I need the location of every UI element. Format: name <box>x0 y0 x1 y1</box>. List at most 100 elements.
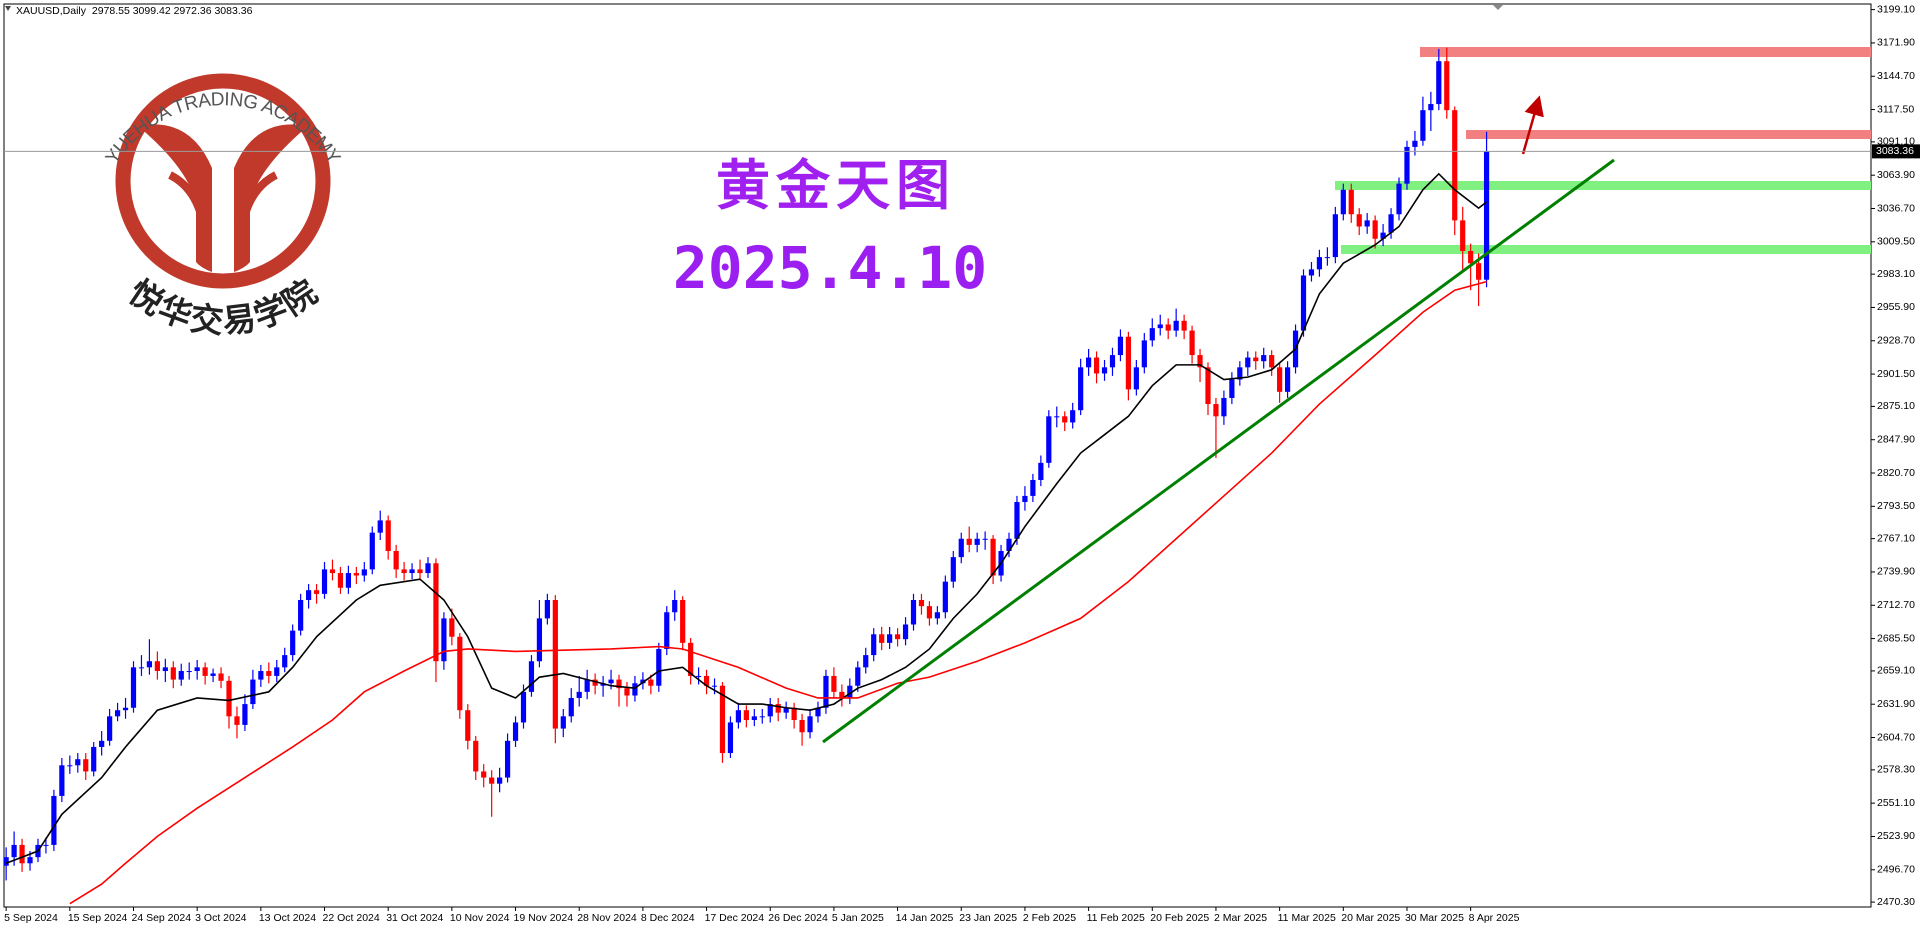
x-tick-label: 26 Dec 2024 <box>768 912 828 924</box>
y-tick-label: 2983.10 <box>1877 268 1915 280</box>
candle-body <box>536 618 543 662</box>
support-zone <box>1335 181 1871 190</box>
y-tick-label: 2578.30 <box>1877 764 1915 776</box>
candle-body <box>1316 257 1323 270</box>
candle-body <box>1197 355 1203 368</box>
candle-body <box>218 673 224 681</box>
candle-body <box>1372 220 1378 239</box>
candle-body <box>910 599 917 625</box>
candle-body <box>934 612 940 619</box>
candle-body <box>1054 416 1060 418</box>
candle-body <box>146 661 153 668</box>
candle-body <box>1269 355 1275 368</box>
y-tick-label: 2712.70 <box>1877 599 1915 611</box>
trend-line <box>822 158 1615 744</box>
candle-body <box>950 557 956 582</box>
candle-body <box>1006 538 1012 552</box>
x-tick-label: 5 Sep 2024 <box>4 912 58 924</box>
candle-body <box>473 740 479 772</box>
candle-body <box>433 563 439 662</box>
candle-body <box>783 707 789 713</box>
candle-body <box>1221 397 1227 417</box>
candle-body <box>1356 214 1362 227</box>
moving-average <box>69 280 1487 905</box>
candle-body <box>99 740 105 747</box>
candle-body <box>1476 263 1482 280</box>
header: XAUUSD,Daily 2978.55 3099.42 2972.36 308… <box>16 5 253 17</box>
candle-body <box>791 707 797 721</box>
y-tick-label: 2631.90 <box>1877 698 1915 710</box>
candle-body <box>170 667 176 680</box>
candle-body <box>465 710 471 741</box>
candle-body <box>11 844 17 858</box>
y-tick-label: 2739.90 <box>1877 566 1915 578</box>
candle-body <box>1428 104 1434 111</box>
candle-body <box>67 765 73 767</box>
candle-body <box>1117 336 1124 356</box>
y-tick-label: 2551.10 <box>1877 797 1915 809</box>
x-tick-label: 23 Jan 2025 <box>959 912 1017 924</box>
y-tick-label: 2604.70 <box>1877 731 1915 743</box>
y-tick-label: 2928.70 <box>1877 335 1915 347</box>
candle-body <box>775 704 781 713</box>
candle-body <box>1133 367 1139 390</box>
candle-body <box>154 661 160 672</box>
candle-body <box>107 716 113 741</box>
candle-body <box>489 777 495 784</box>
candle-body <box>1245 357 1251 368</box>
candle-body <box>298 599 304 631</box>
scroll-marker <box>1493 5 1503 10</box>
candle-body <box>576 691 582 698</box>
candle-body <box>592 679 598 686</box>
y-tick-label: 2955.90 <box>1877 301 1915 313</box>
candle-body <box>353 573 359 576</box>
candle-body <box>926 606 933 619</box>
candle-body <box>902 624 909 640</box>
candle-body <box>807 716 813 733</box>
candle-body <box>1030 479 1036 496</box>
last-price-box <box>1872 144 1920 159</box>
x-tick-label: 28 Nov 2024 <box>577 912 637 924</box>
header-icon <box>5 6 11 11</box>
candle-body <box>377 520 383 533</box>
candle-body <box>966 538 972 545</box>
candle-body <box>1038 462 1044 480</box>
y-tick-label: 2901.50 <box>1877 368 1915 380</box>
candle-body <box>114 710 121 717</box>
y-tick-label: 2685.50 <box>1877 632 1915 644</box>
candle-body <box>1078 367 1084 411</box>
candle-body <box>1046 416 1052 463</box>
candle-body <box>1189 330 1195 356</box>
candle-body <box>306 590 312 600</box>
resistance-zone <box>1466 130 1871 139</box>
x-tick-label: 19 Nov 2024 <box>514 912 574 924</box>
candle-body <box>481 771 487 778</box>
y-tick-label: 3199.10 <box>1877 3 1915 15</box>
candle-body <box>409 569 415 574</box>
candle-body <box>1332 214 1338 258</box>
candle-body <box>616 679 622 689</box>
x-tick-label: 11 Mar 2025 <box>1278 912 1336 924</box>
x-tick-label: 2 Mar 2025 <box>1214 912 1267 924</box>
candle-body <box>512 722 519 741</box>
candle-body <box>202 667 208 676</box>
candle-body <box>1444 61 1450 111</box>
candle-body <box>1014 502 1020 539</box>
candle-body <box>560 716 566 729</box>
candle-body <box>337 573 344 588</box>
x-tick-label: 2 Feb 2025 <box>1023 912 1076 924</box>
candle-body <box>974 538 980 545</box>
candle-body <box>393 551 399 570</box>
candle-body <box>568 697 574 717</box>
candle-body <box>1093 357 1100 374</box>
x-tick-label: 11 Feb 2025 <box>1087 912 1145 924</box>
candle-body <box>1284 367 1291 392</box>
candle-body <box>1300 275 1307 331</box>
y-tick-label: 2820.70 <box>1877 467 1915 479</box>
candle-body <box>918 599 925 607</box>
last-price-label: 3083.36 <box>1876 145 1914 157</box>
candle-body <box>1101 367 1108 374</box>
y-tick-label: 2847.90 <box>1877 433 1915 445</box>
zones <box>1335 47 1871 254</box>
candle-body <box>369 532 375 570</box>
